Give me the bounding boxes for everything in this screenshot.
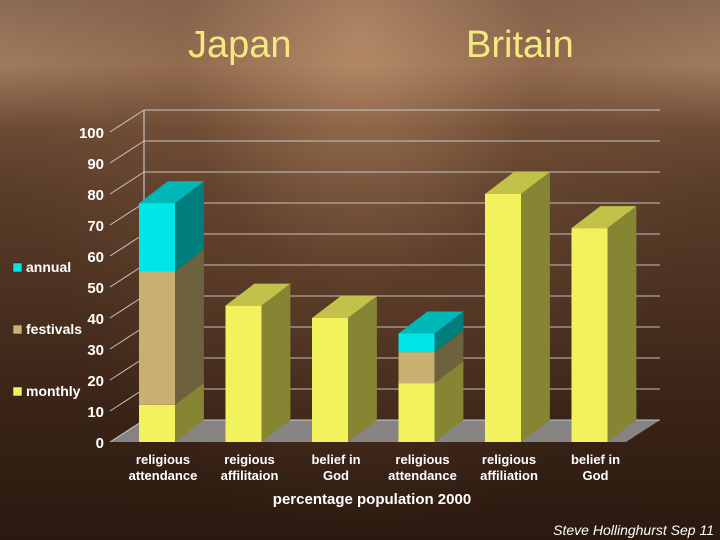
x-category-label: religious <box>395 452 449 467</box>
gridline-side <box>109 109 145 133</box>
x-category-label: religious <box>136 452 190 467</box>
bar-top-monthly <box>225 283 291 306</box>
bar-side-monthly <box>348 296 377 442</box>
gridline-side <box>109 357 145 381</box>
bar-side-monthly <box>175 382 204 442</box>
y-tick-label: 40 <box>87 311 104 328</box>
bar-monthly <box>571 228 608 442</box>
bar-side-monthly <box>521 172 550 442</box>
x-category-label: reigious <box>224 452 275 467</box>
legend-label-annual: annual <box>26 259 71 275</box>
x-category-label: attendance <box>388 468 457 483</box>
gridline-side <box>109 419 145 443</box>
bar-side-monthly <box>607 206 637 442</box>
x-category-label: attendance <box>129 468 198 483</box>
bar-top-annual <box>398 311 464 334</box>
bar-side-monthly <box>434 361 464 442</box>
y-tick-label: 30 <box>87 342 104 359</box>
y-tick-label: 20 <box>87 373 104 390</box>
y-tick-label: 50 <box>87 280 104 297</box>
y-tick-label: 100 <box>79 125 104 142</box>
x-category-label: belief in <box>311 452 360 467</box>
y-tick-label: 80 <box>87 187 104 204</box>
gridline-side <box>109 388 145 412</box>
x-category-label: God <box>323 468 349 483</box>
bar-side-festivals <box>175 249 204 405</box>
gridline-side <box>109 202 145 226</box>
japan-title: Japan <box>188 24 292 66</box>
legend-label-monthly: monthly <box>26 383 81 399</box>
legend-label-festivals: festivals <box>26 321 82 337</box>
bar-top-annual <box>139 181 204 204</box>
bar-monthly <box>225 305 262 442</box>
x-category-label: religious <box>482 452 536 467</box>
legend-swatch-monthly <box>12 386 23 397</box>
bar-monthly <box>312 318 348 442</box>
bar-top-monthly <box>571 206 637 229</box>
y-tick-label: 0 <box>96 435 104 452</box>
x-category-label: affilitaion <box>221 468 279 483</box>
x-category-label: God <box>583 468 609 483</box>
bar-side-annual <box>175 181 204 272</box>
author-credit: Steve Hollinghurst Sep 11 <box>553 522 714 538</box>
x-category-label: belief in <box>571 452 620 467</box>
bar-festivals <box>398 352 435 384</box>
gridline-side <box>109 233 145 257</box>
gridline-side <box>109 140 145 164</box>
britain-title: Britain <box>466 24 574 66</box>
bar-annual <box>139 203 175 272</box>
bar-side-festivals <box>434 330 464 384</box>
x-category-label: affiliation <box>480 468 538 483</box>
x-axis-title: percentage population 2000 <box>273 491 471 508</box>
gridline-side <box>109 295 145 319</box>
gridline-side <box>109 171 145 195</box>
bar-side-annual <box>434 311 464 353</box>
bar-top-monthly <box>312 296 377 318</box>
gridline-side <box>109 264 145 288</box>
bar-top-monthly <box>485 172 550 194</box>
bar-annual <box>398 333 435 353</box>
bar-monthly <box>398 383 435 442</box>
y-tick-label: 60 <box>87 249 104 266</box>
y-tick-label: 70 <box>87 218 104 235</box>
bar-monthly <box>485 194 521 442</box>
legend-swatch-annual <box>12 262 23 273</box>
y-tick-label: 10 <box>87 404 104 421</box>
y-tick-label: 90 <box>87 156 104 173</box>
bar-side-monthly <box>261 283 291 442</box>
gridline-side <box>109 326 145 350</box>
bar-monthly <box>139 404 175 442</box>
legend-swatch-festivals <box>12 324 23 335</box>
bar-festivals <box>139 271 175 405</box>
